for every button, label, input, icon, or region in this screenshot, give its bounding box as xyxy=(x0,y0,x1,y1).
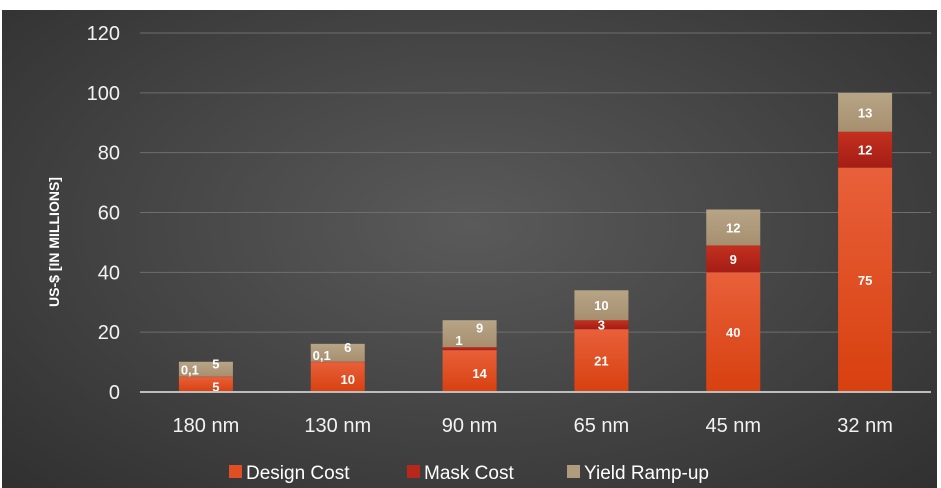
y-tick-label: 100 xyxy=(87,83,120,105)
bars xyxy=(178,92,893,392)
y-tick-label: 40 xyxy=(98,262,120,284)
bar-mask-cost-3 xyxy=(574,320,629,330)
bar-design-cost-2 xyxy=(442,350,497,392)
legend-swatch xyxy=(229,465,242,478)
x-tick-label: 65 nm xyxy=(574,415,630,437)
bar-design-cost-0 xyxy=(178,377,233,392)
data-label: 1 xyxy=(455,333,462,348)
bar-yield-ramp-up-3 xyxy=(574,290,629,321)
data-label: 9 xyxy=(730,252,737,267)
legend-label: Design Cost xyxy=(246,463,350,484)
bar-mask-cost-4 xyxy=(706,245,761,273)
legend-swatch xyxy=(567,465,580,478)
y-axis-ticks: 0 20 40 60 80 100 120 xyxy=(87,23,120,404)
x-tick-label: 130 nm xyxy=(304,415,371,437)
data-label: 3 xyxy=(598,318,605,333)
data-label: 5 xyxy=(212,356,219,371)
gridlines xyxy=(140,32,931,333)
legend-swatch xyxy=(407,465,420,478)
bar-yield-ramp-up-2 xyxy=(442,320,497,348)
data-label: 9 xyxy=(476,321,483,336)
x-tick-label: 90 nm xyxy=(442,415,498,437)
data-label: 0,1 xyxy=(313,348,331,363)
legend: Design Cost Mask Cost Yield Ramp-up xyxy=(229,463,709,484)
x-axis-ticks: 180 nm 130 nm 90 nm 65 nm 45 nm 32 nm xyxy=(173,415,893,437)
y-tick-label: 80 xyxy=(98,143,120,165)
data-label: 14 xyxy=(472,366,487,381)
legend-label: Yield Ramp-up xyxy=(584,463,709,484)
bar-design-cost-3 xyxy=(574,329,629,392)
data-label: 5 xyxy=(212,380,219,395)
bar-mask-cost-2 xyxy=(442,347,497,351)
data-label: 75 xyxy=(858,273,872,288)
chart-area: 0 20 40 60 80 100 120 US-$ [IN MILLIONS] 5 0,1 5… xyxy=(2,10,937,488)
data-label: 21 xyxy=(594,354,608,369)
data-label: 12 xyxy=(726,220,740,235)
legend-label: Mask Cost xyxy=(424,463,514,484)
stacked-bar-chart: 0 20 40 60 80 100 120 US-$ [IN MILLIONS] 5 0,1 5… xyxy=(46,23,931,484)
bar-yield-ramp-up-0 xyxy=(178,361,233,377)
y-tick-label: 120 xyxy=(87,23,120,45)
x-tick-label: 180 nm xyxy=(173,415,240,437)
data-label: 10 xyxy=(594,298,608,313)
bar-design-cost-4 xyxy=(706,272,761,392)
data-label: 40 xyxy=(726,325,740,340)
y-tick-label: 0 xyxy=(109,382,120,404)
bar-yield-ramp-up-4 xyxy=(706,209,761,246)
data-label: 10 xyxy=(341,372,355,387)
bar-design-cost-5 xyxy=(838,167,893,392)
bar-yield-ramp-up-5 xyxy=(838,92,893,132)
data-label: 0,1 xyxy=(181,363,199,378)
bar-yield-ramp-up-1 xyxy=(310,343,365,362)
y-tick-label: 20 xyxy=(98,322,120,344)
y-axis-label: US-$ [IN MILLIONS] xyxy=(46,177,62,307)
x-tick-label: 32 nm xyxy=(837,415,893,437)
data-label: 13 xyxy=(858,105,872,120)
y-tick-label: 60 xyxy=(98,203,120,225)
x-tick-label: 45 nm xyxy=(705,415,761,437)
data-label: 12 xyxy=(858,143,872,158)
bar-mask-cost-5 xyxy=(838,131,893,168)
bar-design-cost-1 xyxy=(310,362,365,392)
data-label: 6 xyxy=(344,340,351,355)
